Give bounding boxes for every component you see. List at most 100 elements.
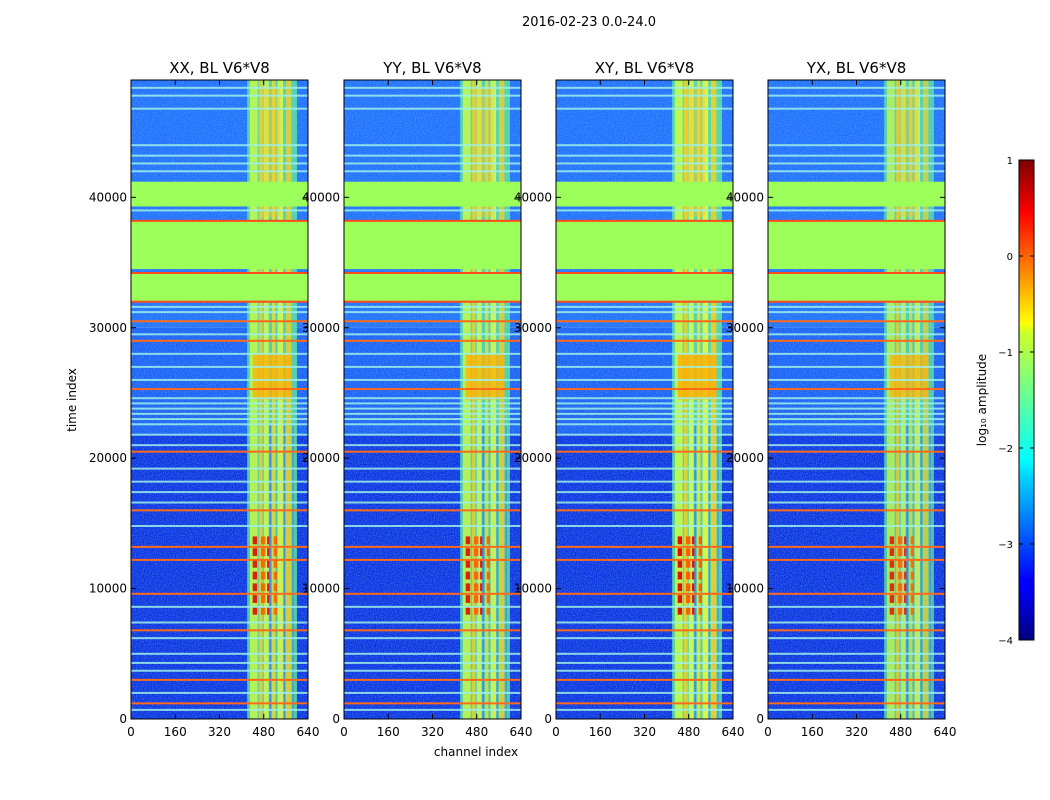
peak-cell xyxy=(465,606,471,615)
flagged-block-2 xyxy=(344,220,521,270)
rfi-row-red xyxy=(768,339,945,342)
rfi-row-red xyxy=(768,629,945,632)
peak-cell xyxy=(698,595,703,603)
peak-cell xyxy=(260,559,266,568)
band-gap-2 xyxy=(708,425,710,719)
peak-cell xyxy=(692,583,695,592)
rfi-row-light xyxy=(344,107,521,110)
x-tick-label: 480 xyxy=(889,725,912,739)
peak-cell xyxy=(910,548,915,556)
panel-title: XY, BL V6*V8 xyxy=(595,59,695,77)
rfi-row-light xyxy=(131,433,308,436)
rfi-row-light xyxy=(131,708,308,711)
rfi-row-red xyxy=(131,320,308,323)
rfi-row-light xyxy=(768,637,945,640)
y-tick-label: 40000 xyxy=(726,190,764,204)
y-tick-label: 0 xyxy=(544,712,552,726)
rfi-row-light xyxy=(768,209,945,212)
x-tick-label: 640 xyxy=(297,725,320,739)
flag-edge xyxy=(344,272,521,275)
colorbar-gradient xyxy=(1018,159,1035,641)
rfi-row-light xyxy=(556,412,733,415)
peak-cell xyxy=(267,536,270,545)
rfi-row-light xyxy=(344,652,521,655)
rfi-row-light xyxy=(556,154,733,157)
peak-cell xyxy=(889,606,895,615)
rfi-row-light xyxy=(768,333,945,336)
peak-cell xyxy=(677,536,683,545)
rfi-row-light xyxy=(131,144,308,147)
rfi-row-light xyxy=(344,621,521,624)
rfi-row-light xyxy=(768,652,945,655)
peak-cell xyxy=(910,583,915,592)
rfi-row-light xyxy=(768,605,945,608)
panels-group: XX, BL V6*V8 0 160 320 480 640 0 10000 20000 3000… xyxy=(89,59,957,739)
rfi-row-light xyxy=(556,621,733,624)
rfi-row-red xyxy=(131,388,308,391)
rfi-row-red xyxy=(131,545,308,548)
y-tick-label: 20000 xyxy=(514,451,552,465)
band-gap-3 xyxy=(929,425,931,719)
rfi-row-light xyxy=(556,605,733,608)
peak-cell xyxy=(698,606,703,615)
rfi-row-light xyxy=(556,397,733,400)
rfi-row-red xyxy=(556,509,733,512)
rfi-row-light xyxy=(131,480,308,483)
rfi-row-light xyxy=(768,94,945,97)
rfi-row-light xyxy=(556,669,733,672)
x-tick-label: 480 xyxy=(465,725,488,739)
peak-cell xyxy=(267,571,270,580)
colorbar-tick-label: −4 xyxy=(998,636,1013,647)
panel-title: YY, BL V6*V8 xyxy=(382,59,481,77)
peak-cell xyxy=(252,595,258,603)
peak-cell xyxy=(465,595,471,603)
rfi-row-light xyxy=(556,423,733,426)
rfi-row-light xyxy=(131,652,308,655)
y-tick-label: 20000 xyxy=(726,451,764,465)
x-tick-label: 640 xyxy=(934,725,957,739)
rfi-row-light xyxy=(768,708,945,711)
peak-cell xyxy=(910,606,915,615)
peak-cell xyxy=(910,559,915,568)
rfi-row-light xyxy=(556,162,733,165)
band-gap-3 xyxy=(292,425,294,719)
flagged-block-3 xyxy=(556,181,733,207)
rfi-row-light xyxy=(556,637,733,640)
rfi-row-red xyxy=(768,388,945,391)
peak-cell xyxy=(252,606,258,615)
rfi-row-light xyxy=(131,407,308,410)
rfi-row-red xyxy=(344,678,521,681)
rfi-row-light xyxy=(768,661,945,664)
rfi-row-light xyxy=(344,423,521,426)
x-tick-label: 480 xyxy=(252,725,275,739)
rfi-row-light xyxy=(768,480,945,483)
peak-cell xyxy=(252,559,258,568)
peak-cell xyxy=(260,583,266,592)
rfi-row-light xyxy=(131,467,308,470)
flag-edge xyxy=(344,300,521,303)
peak-cell xyxy=(252,536,258,545)
rfi-row-red xyxy=(768,702,945,705)
rfi-row-light xyxy=(556,333,733,336)
peak-cell xyxy=(260,571,266,580)
flagged-block-1 xyxy=(768,273,945,302)
rfi-row-red xyxy=(768,450,945,453)
flag-edge xyxy=(768,219,945,222)
peak-cell xyxy=(889,559,895,568)
peak-cell xyxy=(685,571,691,580)
panel-4: YX, BL V6*V8 0 160 320 480 640 0 10000 20000 3000… xyxy=(726,59,957,739)
rfi-row-red xyxy=(131,592,308,595)
peak-cell xyxy=(252,571,258,580)
peak-cell xyxy=(252,548,258,556)
rfi-row-light xyxy=(768,107,945,110)
peak-cell xyxy=(698,571,703,580)
rfi-row-light xyxy=(344,94,521,97)
rfi-row-light xyxy=(768,162,945,165)
rfi-row-red xyxy=(556,629,733,632)
peak-cell xyxy=(897,548,903,556)
rfi-row-red xyxy=(556,388,733,391)
rfi-row-light xyxy=(344,365,521,368)
peak-cell xyxy=(904,606,907,615)
rfi-row-light xyxy=(131,365,308,368)
peak-cell xyxy=(473,571,479,580)
